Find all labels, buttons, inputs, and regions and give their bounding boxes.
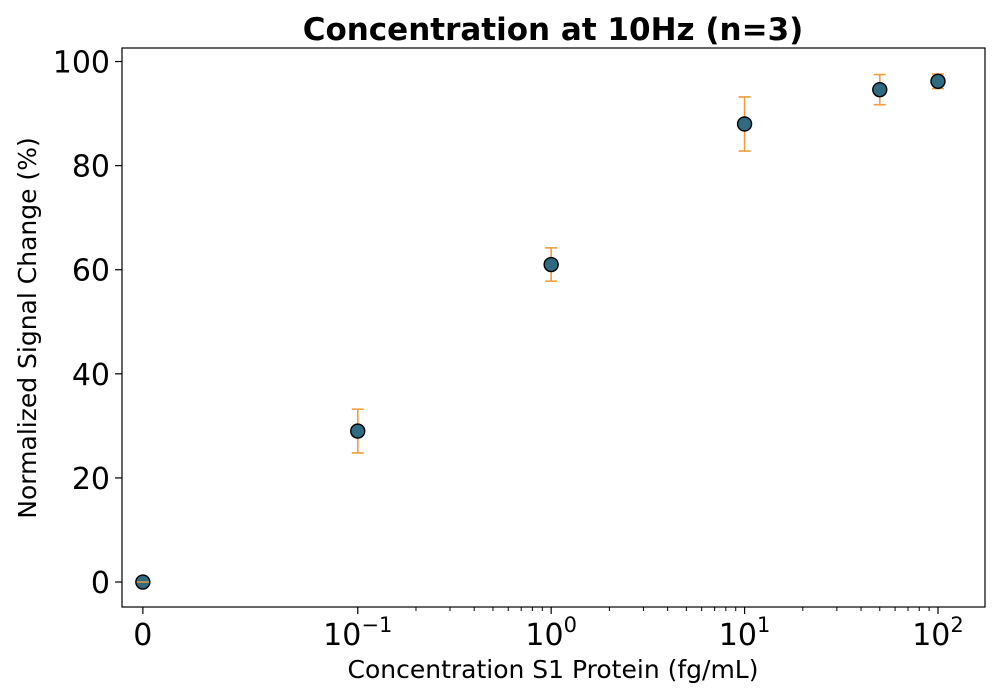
x-axis-label: Concentration S1 Protein (fg/mL)	[348, 655, 759, 684]
data-point	[543, 247, 559, 282]
point-marker	[350, 423, 366, 439]
point-marker	[930, 73, 946, 90]
point-marker	[736, 116, 753, 132]
data-point	[930, 73, 946, 90]
data-point	[135, 574, 151, 590]
plot-area	[135, 73, 946, 590]
plot-frame	[121, 47, 986, 608]
x-axis: 0 10−1 100 101 102	[133, 607, 964, 653]
x-tick-label: 100	[525, 613, 577, 653]
data-point	[736, 96, 753, 152]
y-tick-label: 20	[72, 462, 110, 497]
point-marker	[543, 256, 559, 273]
x-tick-label: 102	[912, 613, 964, 653]
y-tick-label: 60	[72, 254, 110, 289]
chart-title: Concentration at 10Hz (n=3)	[303, 12, 804, 48]
x-tick-label: 0	[133, 618, 152, 653]
data-point	[872, 73, 888, 106]
y-tick-label: 40	[72, 358, 110, 393]
y-tick-label: 0	[91, 566, 110, 601]
x-tick-label: 10−1	[323, 613, 392, 653]
data-point	[350, 408, 366, 454]
y-tick-label: 100	[53, 46, 110, 81]
y-axis: 0 20 40 60 80 100	[53, 46, 122, 601]
x-tick-label: 101	[719, 613, 771, 653]
point-marker	[872, 81, 888, 98]
y-axis-label: Normalized Signal Change (%)	[13, 137, 42, 518]
y-tick-label: 80	[72, 150, 110, 185]
